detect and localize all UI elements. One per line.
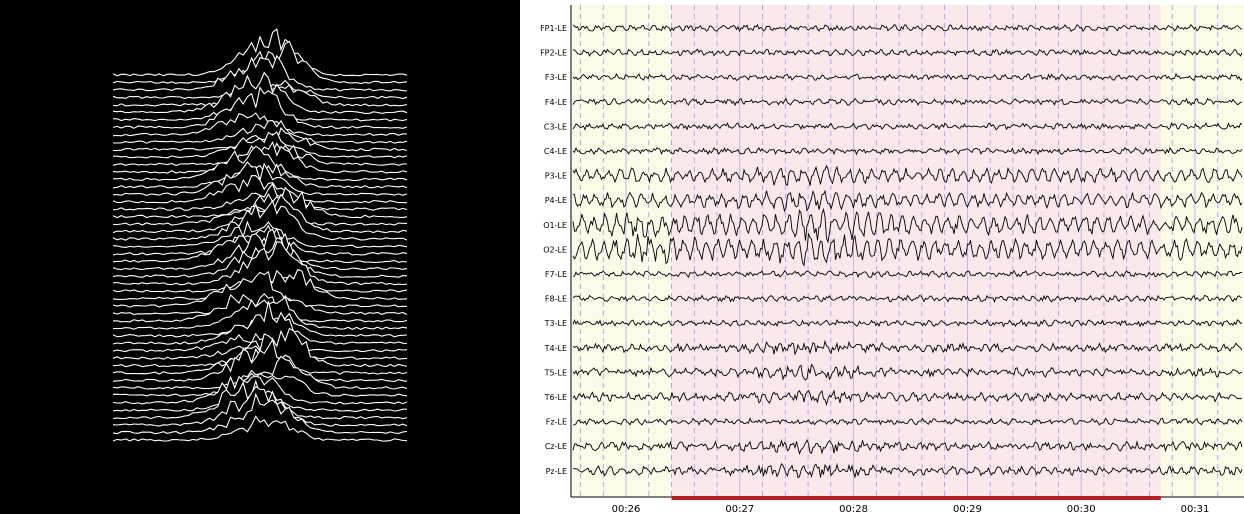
- ridge-line: [113, 131, 408, 159]
- channel-trace: [572, 269, 1243, 279]
- channel-label: P3-LE: [545, 172, 567, 181]
- ridgeline-chart: [112, 28, 408, 442]
- channel-trace: [572, 233, 1243, 267]
- channel-trace: [572, 462, 1243, 479]
- x-tick-label: 00:27: [725, 504, 754, 514]
- channel-label: P4-LE: [545, 196, 567, 205]
- channel-trace: [572, 189, 1243, 213]
- ridge-line: [112, 338, 408, 383]
- channel-trace: [572, 389, 1243, 407]
- ridge-line: [112, 193, 408, 234]
- ridge-line: [112, 163, 408, 189]
- channel-trace: [572, 438, 1243, 456]
- channel-label: O2-LE: [543, 245, 567, 254]
- ridge-line: [112, 186, 408, 219]
- channel-trace: [572, 417, 1243, 426]
- channel-label: Fz-LE: [546, 418, 567, 427]
- x-tick-label: 00:30: [1067, 504, 1096, 514]
- channel-trace: [572, 122, 1243, 131]
- channel-trace: [572, 207, 1243, 244]
- channel-trace: [572, 72, 1243, 82]
- ridge-line: [112, 392, 408, 435]
- channel-label: C3-LE: [544, 122, 567, 131]
- channel-trace: [572, 146, 1243, 156]
- channel-trace: [572, 97, 1242, 107]
- ridge-line: [113, 119, 408, 145]
- ridgeline-chart-panel: [0, 0, 520, 514]
- eeg-chart: FP1-LE FP2-LE F3-LE F4-LE C3-LE C4-LE P3-LE P4-…: [540, 5, 1244, 514]
- channel-label: T4-LE: [544, 344, 567, 353]
- x-tick-label: 00:28: [839, 504, 868, 514]
- ridge-line: [112, 86, 408, 130]
- channel-trace: [572, 294, 1243, 303]
- channel-label: T3-LE: [544, 319, 567, 328]
- channel-trace: [572, 48, 1243, 57]
- channel-label: T6-LE: [544, 393, 567, 402]
- ridge-line: [112, 332, 408, 353]
- eeg-chart-panel: FP1-LE FP2-LE F3-LE F4-LE C3-LE C4-LE P3-LE P4-…: [520, 0, 1244, 514]
- channel-trace: [572, 164, 1243, 186]
- x-tick-label: 00:26: [612, 504, 641, 514]
- channel-label: FP2-LE: [540, 49, 567, 58]
- channel-label: C4-LE: [544, 147, 567, 156]
- x-tick-label: 00:29: [953, 504, 982, 514]
- channel-label: F4-LE: [545, 98, 567, 107]
- ridge-line: [112, 301, 408, 346]
- ridge-line: [112, 145, 408, 182]
- marker-bar: [671, 496, 1161, 500]
- ridge-line: [113, 296, 408, 331]
- channel-label: F7-LE: [545, 270, 567, 279]
- x-tick-label: 00:31: [1181, 504, 1210, 514]
- ridge-line: [112, 415, 408, 442]
- ridge-line: [112, 241, 408, 286]
- channel-label: F8-LE: [545, 295, 567, 304]
- channel-trace: [572, 23, 1243, 33]
- channel-trace: [572, 318, 1243, 328]
- ridge-line: [112, 271, 408, 308]
- ridge-line: [112, 199, 408, 241]
- channel-label: T5-LE: [544, 368, 567, 377]
- ridge-line: [112, 175, 408, 204]
- ridge-line: [112, 228, 408, 271]
- channel-trace: [572, 363, 1243, 381]
- channel-label: O1-LE: [543, 221, 567, 230]
- channel-label: Cz-LE: [545, 442, 567, 451]
- ridge-line: [112, 54, 408, 92]
- channel-label: FP1-LE: [540, 24, 567, 33]
- channel-label: Pz-LE: [546, 467, 567, 476]
- channel-trace: [572, 339, 1243, 356]
- channel-label: F3-LE: [545, 73, 567, 82]
